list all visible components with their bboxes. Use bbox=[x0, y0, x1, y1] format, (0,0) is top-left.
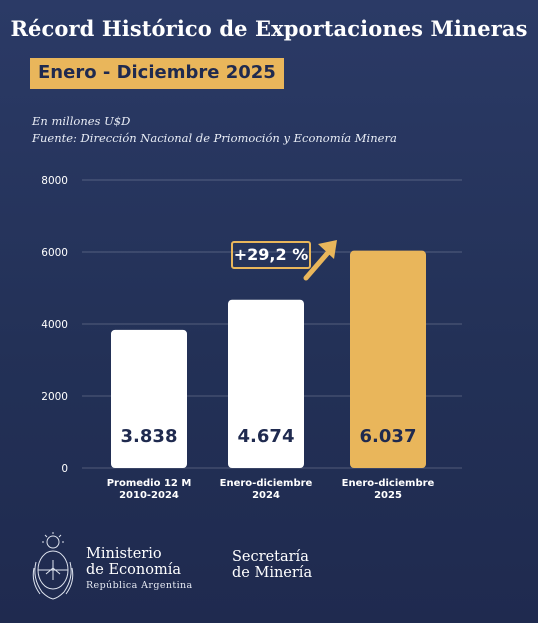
secretaria-line-1: Secretaría bbox=[232, 549, 309, 565]
bar-value-label: 4.674 bbox=[238, 426, 295, 447]
unit-note: En millones U$D bbox=[32, 114, 131, 128]
y-tick-label: 4000 bbox=[41, 319, 68, 331]
secretaria-line-2: de Minería bbox=[232, 565, 313, 581]
page-title: Récord Histórico de Exportaciones Minera… bbox=[10, 16, 528, 41]
bar bbox=[111, 329, 187, 468]
period-banner: Enero - Diciembre 2025 bbox=[30, 58, 284, 89]
annotation-box bbox=[231, 241, 311, 269]
x-tick-label: Enero-diciembre bbox=[342, 478, 435, 489]
growth-annotation: +29,2 % bbox=[234, 245, 308, 264]
y-tick-label: 0 bbox=[61, 463, 68, 475]
ministry-line-2: de Economía bbox=[86, 562, 182, 578]
x-tick-label: Promedio 12 M bbox=[107, 478, 192, 489]
ministry-line-1: Ministerio bbox=[86, 546, 162, 562]
bar bbox=[350, 250, 426, 468]
bar-value-label: 6.037 bbox=[360, 426, 417, 447]
growth-arrowhead-icon bbox=[318, 240, 337, 259]
exports-bar-chart: 0 2000 4000 6000 8000 3.838 Promedio 12 M2010-… bbox=[41, 175, 462, 501]
period-label: Enero - Diciembre 2025 bbox=[30, 58, 284, 89]
secretaria-brand: Secretaría de Minería bbox=[232, 549, 312, 581]
y-tick-label: 2000 bbox=[41, 391, 68, 403]
source-note: Fuente: Dirección Nacional de Priomoción… bbox=[32, 131, 397, 145]
y-tick-label: 6000 bbox=[41, 247, 68, 259]
x-tick-label: 2024 bbox=[252, 490, 280, 501]
y-tick-label: 8000 bbox=[41, 175, 68, 187]
ministry-line-3: República Argentina bbox=[86, 580, 193, 591]
argentina-coat-of-arms-icon bbox=[30, 530, 76, 606]
bar bbox=[228, 299, 304, 468]
ministry-brand: Ministerio de Economía República Argenti… bbox=[86, 546, 193, 591]
x-tick-label: 2025 bbox=[374, 490, 402, 501]
x-tick-label: 2010-2024 bbox=[119, 490, 179, 501]
bar-value-label: 3.838 bbox=[121, 426, 178, 447]
x-tick-label: Enero-diciembre bbox=[220, 478, 313, 489]
chart-notes: En millones U$D Fuente: Dirección Nacion… bbox=[32, 113, 397, 147]
